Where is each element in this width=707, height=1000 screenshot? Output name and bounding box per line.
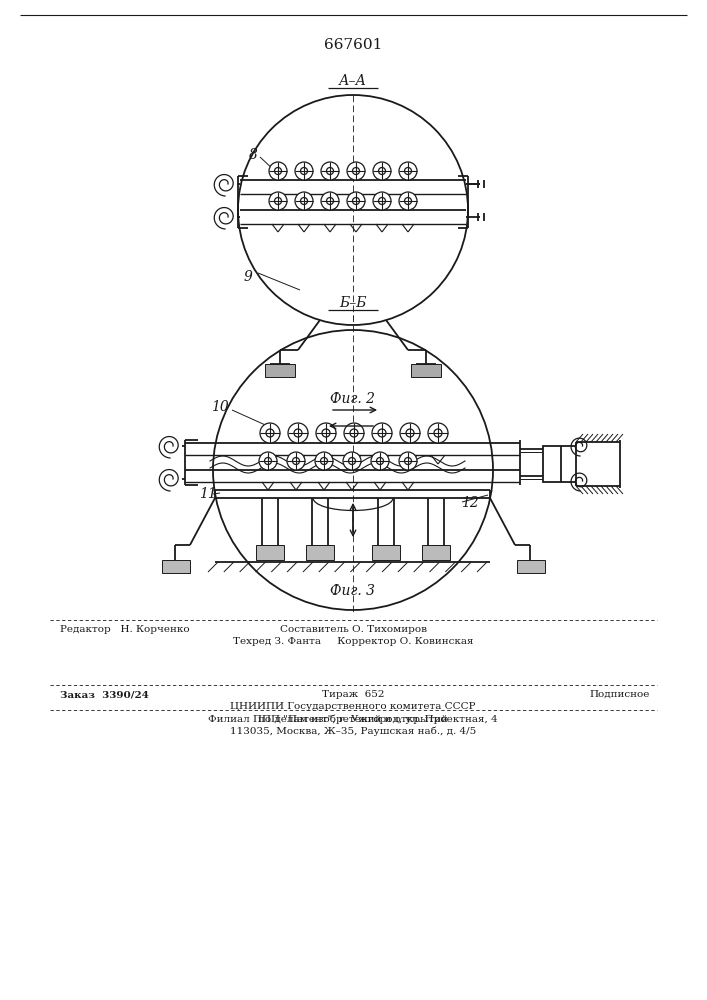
Circle shape <box>353 167 359 174</box>
Bar <box>543 446 561 482</box>
Circle shape <box>287 452 305 470</box>
Circle shape <box>434 429 442 437</box>
Bar <box>265 364 295 377</box>
Text: 8: 8 <box>249 148 257 162</box>
Text: Заказ  3390/24: Заказ 3390/24 <box>60 690 149 699</box>
Circle shape <box>347 162 365 180</box>
Text: по делам изобретений и открытий: по делам изобретений и открытий <box>258 714 448 724</box>
Bar <box>411 364 441 377</box>
Circle shape <box>347 192 365 210</box>
Circle shape <box>315 452 333 470</box>
Circle shape <box>264 458 271 464</box>
Circle shape <box>327 167 334 174</box>
Circle shape <box>350 429 358 437</box>
Circle shape <box>316 423 336 443</box>
Circle shape <box>371 452 389 470</box>
Bar <box>306 545 334 560</box>
Text: Филиал ППП "Патент", г. Ужгород, ул. Проектная, 4: Филиал ППП "Патент", г. Ужгород, ул. Про… <box>208 715 498 724</box>
Circle shape <box>343 452 361 470</box>
Text: 113035, Москва, Ж–35, Раушская наб., д. 4/5: 113035, Москва, Ж–35, Раушская наб., д. … <box>230 726 476 736</box>
Circle shape <box>399 452 417 470</box>
Text: Редактор   Н. Корченко: Редактор Н. Корченко <box>60 625 189 634</box>
Circle shape <box>288 423 308 443</box>
Circle shape <box>322 429 330 437</box>
Circle shape <box>260 423 280 443</box>
Circle shape <box>274 167 281 174</box>
Text: Подписное: Подписное <box>590 690 650 699</box>
Text: Б–Б: Б–Б <box>339 296 367 310</box>
Circle shape <box>404 198 411 205</box>
Circle shape <box>373 162 391 180</box>
Circle shape <box>259 452 277 470</box>
Text: ЦНИИПИ Государственного комитета СССР: ЦНИИПИ Государственного комитета СССР <box>230 702 476 711</box>
Circle shape <box>269 192 287 210</box>
Text: 10: 10 <box>211 400 229 414</box>
Circle shape <box>327 198 334 205</box>
Circle shape <box>293 458 300 464</box>
Circle shape <box>269 162 287 180</box>
Circle shape <box>353 198 359 205</box>
Circle shape <box>300 167 308 174</box>
Circle shape <box>295 162 313 180</box>
Text: 667601: 667601 <box>324 38 382 52</box>
Circle shape <box>378 429 386 437</box>
Circle shape <box>321 162 339 180</box>
Circle shape <box>428 423 448 443</box>
Circle shape <box>320 458 327 464</box>
Bar <box>162 560 190 573</box>
Circle shape <box>400 423 420 443</box>
Bar <box>372 545 400 560</box>
Text: 12: 12 <box>461 496 479 510</box>
Circle shape <box>266 429 274 437</box>
Circle shape <box>295 192 313 210</box>
Bar <box>517 560 545 573</box>
Circle shape <box>406 429 414 437</box>
Text: Тираж  652: Тираж 652 <box>322 690 384 699</box>
Circle shape <box>294 429 302 437</box>
Circle shape <box>349 458 356 464</box>
Circle shape <box>300 198 308 205</box>
Circle shape <box>372 423 392 443</box>
Text: Техред З. Фанта     Корректор О. Ковинская: Техред З. Фанта Корректор О. Ковинская <box>233 637 473 646</box>
Circle shape <box>373 192 391 210</box>
Text: А–А: А–А <box>339 74 367 88</box>
Circle shape <box>404 458 411 464</box>
Bar <box>256 545 284 560</box>
Circle shape <box>274 198 281 205</box>
Circle shape <box>378 167 385 174</box>
Text: 11: 11 <box>199 487 217 501</box>
Circle shape <box>378 198 385 205</box>
Circle shape <box>344 423 364 443</box>
Circle shape <box>377 458 383 464</box>
Circle shape <box>399 162 417 180</box>
Bar <box>422 545 450 560</box>
Text: Фиг. 2: Фиг. 2 <box>330 392 375 406</box>
Text: Фиг. 3: Фиг. 3 <box>330 584 375 598</box>
Circle shape <box>404 167 411 174</box>
Circle shape <box>399 192 417 210</box>
Circle shape <box>321 192 339 210</box>
Text: Составитель О. Тихомиров: Составитель О. Тихомиров <box>279 625 426 634</box>
Text: 9: 9 <box>244 270 252 284</box>
